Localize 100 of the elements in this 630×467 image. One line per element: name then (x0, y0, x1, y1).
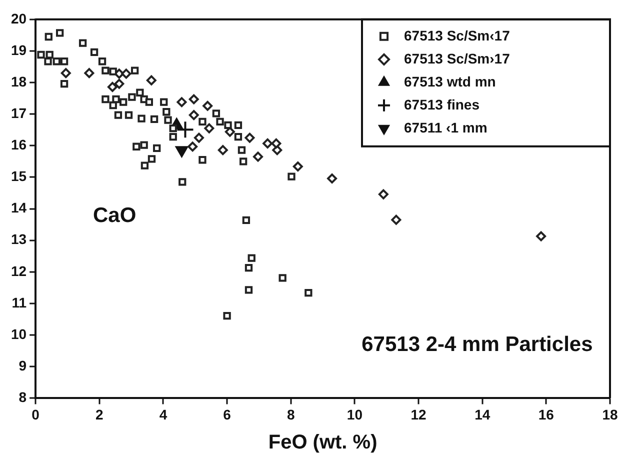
point (218, 145, 228, 156)
point (304, 288, 312, 297)
point (160, 98, 168, 106)
point (84, 68, 94, 78)
legend-label: 67513 Sc/Sm›17 (404, 50, 510, 66)
point (234, 133, 242, 141)
x-tick-label: 10 (346, 406, 363, 422)
point (164, 116, 172, 124)
point (204, 123, 214, 134)
point (146, 75, 156, 86)
point (169, 133, 177, 141)
point (114, 78, 124, 89)
point (224, 126, 235, 137)
point (244, 264, 253, 272)
y-tick-label: 15 (10, 168, 27, 184)
point (278, 274, 286, 282)
point (169, 124, 177, 132)
y-tick-label: 8 (18, 389, 27, 406)
legend-label: 67513 wtd mn (404, 73, 496, 90)
point (60, 80, 68, 88)
point (238, 146, 246, 154)
point (188, 142, 198, 152)
point (536, 231, 546, 242)
x-tick-label: 16 (538, 406, 554, 422)
point (271, 138, 282, 148)
x-axis-title: FeO (wt. %) (268, 432, 378, 454)
x-tick-label: 4 (159, 406, 168, 422)
point (60, 58, 68, 66)
point (198, 118, 206, 126)
y-tick-label: 12 (10, 262, 27, 279)
point (150, 115, 158, 123)
point (98, 58, 106, 66)
point (52, 58, 60, 66)
point (391, 214, 402, 225)
x-tick-label: 0 (32, 406, 40, 422)
point (44, 58, 52, 66)
legend-label: 67511 ‹1 mm (404, 119, 488, 136)
point (112, 95, 120, 104)
point (262, 138, 273, 148)
point (145, 98, 154, 106)
y-tick-label: 17 (10, 104, 27, 121)
point (124, 111, 133, 119)
point (239, 158, 248, 166)
y-tick-label: 19 (10, 42, 27, 58)
point (244, 286, 253, 294)
point (109, 101, 117, 110)
point (153, 144, 161, 152)
point (140, 162, 149, 170)
x-tick-label: 14 (474, 406, 490, 422)
point (216, 118, 224, 126)
point (136, 88, 144, 96)
point (107, 82, 118, 92)
x-tick-label: 8 (286, 406, 295, 422)
point (194, 132, 204, 143)
point (120, 98, 128, 106)
point (148, 155, 156, 163)
point (178, 178, 186, 186)
y-tick-label: 13 (10, 231, 27, 248)
point (202, 100, 213, 111)
y-tick-label: 10 (10, 326, 27, 342)
point (253, 152, 264, 162)
point (37, 50, 45, 59)
point (78, 39, 87, 47)
legend-label: 67513 fines (404, 96, 480, 112)
point (176, 120, 194, 139)
point (60, 68, 71, 78)
point (44, 32, 52, 41)
point (121, 68, 132, 79)
x-tick-label: 12 (410, 406, 427, 422)
y-tick-label: 11 (12, 294, 27, 310)
x-tick-label: 6 (223, 406, 232, 422)
point (102, 95, 110, 104)
point (224, 121, 232, 129)
point (102, 66, 110, 74)
x-tick-label: 18 (602, 406, 618, 422)
y-tick-label: 16 (10, 136, 27, 153)
y-tick-label: 20 (10, 10, 27, 26)
point (128, 93, 136, 101)
point (378, 189, 388, 200)
point (223, 312, 231, 320)
point (234, 121, 242, 129)
point (114, 111, 122, 119)
annotation: 67513 2-4 mm Particles (362, 332, 593, 356)
point (140, 141, 148, 149)
point (132, 142, 140, 150)
point (130, 66, 139, 74)
point (109, 68, 117, 76)
point (242, 216, 250, 224)
point (212, 110, 220, 118)
y-tick-label: 18 (10, 73, 27, 90)
point (138, 114, 146, 122)
legend-label: 67513 Sc/Sm‹17 (404, 27, 510, 44)
point (244, 132, 255, 143)
annotation: CaO (93, 204, 136, 228)
point (56, 29, 64, 37)
y-tick-label: 9 (18, 357, 27, 374)
point (188, 110, 199, 120)
point (176, 97, 187, 108)
point (292, 162, 303, 172)
point (90, 48, 98, 56)
